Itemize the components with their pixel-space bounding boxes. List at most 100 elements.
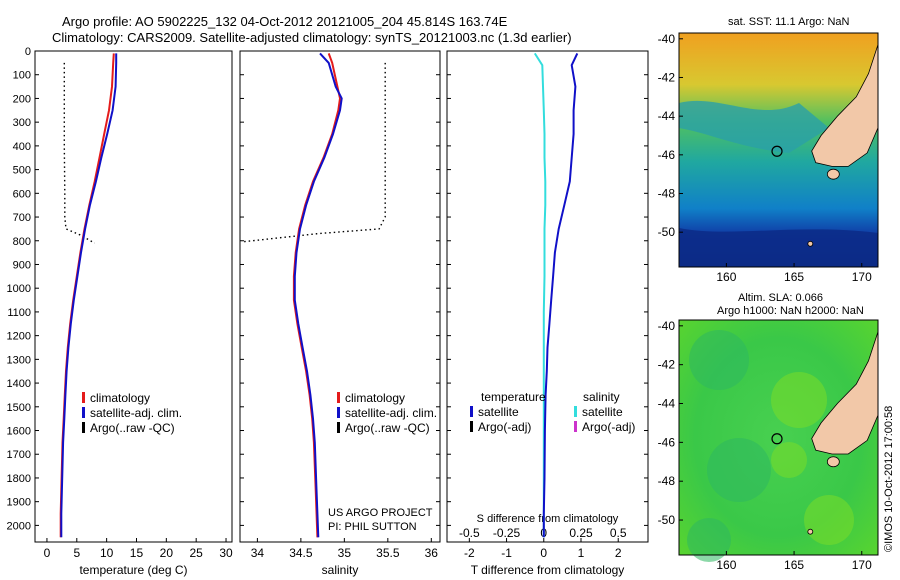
legend-temp-satellite-label: satellite <box>478 405 519 419</box>
map-y-tick-label: -40 <box>658 319 676 333</box>
top-tick-label: -0.5 <box>459 526 480 540</box>
y-tick-label: 200 <box>13 93 31 105</box>
map-x-tick-label: 170 <box>852 558 872 572</box>
map-y-tick-label: -44 <box>658 397 676 411</box>
map-x-tick-label: 160 <box>716 558 736 572</box>
x-tick-label: -1 <box>501 546 512 560</box>
sla-blob <box>707 438 771 502</box>
sst-map-frame <box>678 32 879 268</box>
x-tick-label: 0 <box>44 546 51 560</box>
legend-argo-swatch <box>82 422 85 433</box>
map-y-tick-label: -46 <box>658 435 676 449</box>
climatology-title: Climatology: CARS2009. Satellite-adjuste… <box>52 30 572 45</box>
legend-salinity-title: salinity <box>583 390 620 404</box>
legend-sal-argo-swatch <box>574 421 577 432</box>
sla-map-title-2: Argo h1000: NaN h2000: NaN <box>717 305 864 317</box>
project-label: US ARGO PROJECT <box>328 507 433 519</box>
sst-map-title: sat. SST: 11.1 Argo: NaN <box>728 16 850 28</box>
legend-argo-label: Argo(..raw -QC) <box>345 421 430 435</box>
map-x-tick-label: 165 <box>784 270 804 284</box>
legend-argo-swatch <box>337 422 340 433</box>
y-tick-label: 1500 <box>7 402 31 414</box>
new-zealand-landmass <box>811 331 879 455</box>
y-tick-label: 600 <box>13 188 31 200</box>
x-tick-label: 30 <box>219 546 233 560</box>
map-y-tick-label: -44 <box>658 109 676 123</box>
y-tick-label: 1400 <box>7 378 31 390</box>
temperature-plot-frame <box>34 50 233 543</box>
map-y-tick-label: -50 <box>658 513 676 527</box>
salinity-plot-xlabel: salinity <box>322 563 359 577</box>
x-tick-label: 10 <box>100 546 114 560</box>
legend-sal-satellite-swatch <box>574 406 577 417</box>
y-tick-label: 1800 <box>7 473 31 485</box>
temperature-plot-xlabel: temperature (deg C) <box>79 563 187 577</box>
pi-label: PI: PHIL SUTTON <box>328 521 417 533</box>
legend-temp-satellite-swatch <box>470 406 473 417</box>
legend-sal-satellite-label: satellite <box>582 405 623 419</box>
difference-xlabel-top: S difference from climatology <box>477 513 619 525</box>
map-y-tick-label: -42 <box>658 358 676 372</box>
x-tick-label: 34 <box>251 546 265 560</box>
x-tick-label: 36 <box>425 546 439 560</box>
legend-temp-argo-swatch <box>470 421 473 432</box>
y-tick-label: 1900 <box>7 497 31 509</box>
sla-blob <box>771 372 827 428</box>
sst-cold-band <box>679 228 878 267</box>
y-tick-label: 1200 <box>7 331 31 343</box>
x-tick-label: 25 <box>190 546 204 560</box>
legend-satellite-adj-label: satellite-adj. clim. <box>90 406 182 420</box>
y-tick-label: 1100 <box>7 307 31 319</box>
stewart-island <box>826 456 840 468</box>
temperature-satellite-diff-line <box>542 52 579 538</box>
legend-climatology-swatch <box>82 392 85 403</box>
y-tick-label: 100 <box>13 70 31 82</box>
x-tick-label: 20 <box>160 546 174 560</box>
y-tick-label: 300 <box>13 117 31 129</box>
argo-position-marker <box>771 145 783 157</box>
map-y-tick-label: -40 <box>658 32 676 46</box>
y-tick-label: 1300 <box>7 354 31 366</box>
legend-argo-label: Argo(..raw -QC) <box>90 421 175 435</box>
difference-plot-frame <box>446 50 649 543</box>
y-tick-label: 1000 <box>7 283 31 295</box>
sla-blob <box>689 330 749 390</box>
legend-climatology-swatch <box>337 392 340 403</box>
y-tick-label: 400 <box>13 141 31 153</box>
satellite-temperature-line <box>60 53 118 538</box>
map-y-tick-label: -48 <box>658 187 676 201</box>
y-tick-label: 1600 <box>7 426 31 438</box>
y-tick-label: 500 <box>13 165 31 177</box>
legend-satellite-adj-swatch <box>82 407 85 418</box>
map-x-tick-label: 165 <box>784 558 804 572</box>
x-tick-label: 5 <box>73 546 80 560</box>
legend-climatology-label: climatology <box>90 391 150 405</box>
x-tick-label: 34.5 <box>289 546 313 560</box>
difference-plot-xlabel: T difference from climatology <box>471 563 625 577</box>
x-tick-label: 35 <box>338 546 352 560</box>
salinity-satellite-diff-line <box>533 52 547 538</box>
top-tick-label: 0.25 <box>569 526 593 540</box>
map-y-tick-label: -42 <box>658 70 676 84</box>
map-y-tick-label: -46 <box>658 148 676 162</box>
legend-satellite-adj-swatch <box>337 407 340 418</box>
new-zealand-landmass <box>811 44 879 167</box>
legend-climatology-label: climatology <box>345 391 405 405</box>
x-tick-label: 0 <box>540 546 547 560</box>
x-tick-label: 2 <box>615 546 622 560</box>
y-tick-label: 700 <box>13 212 31 224</box>
sla-blob <box>804 495 854 545</box>
legend-sal-argo-label: Argo(-adj) <box>582 420 635 434</box>
satellite-salinity-line <box>293 52 343 538</box>
profile-title: Argo profile: AO 5902225_132 04-Oct-2012… <box>62 14 508 29</box>
map-x-tick-label: 170 <box>852 270 872 284</box>
y-tick-label: 800 <box>13 236 31 248</box>
legend-temperature-title: temperature <box>481 390 546 404</box>
argo-position-marker <box>771 433 783 445</box>
sla-map-frame <box>678 319 879 556</box>
legend-satellite-adj-label: satellite-adj. clim. <box>345 406 437 420</box>
auckland-islands <box>807 528 814 535</box>
stewart-island <box>826 168 840 180</box>
sst-cool-patch <box>679 100 829 153</box>
